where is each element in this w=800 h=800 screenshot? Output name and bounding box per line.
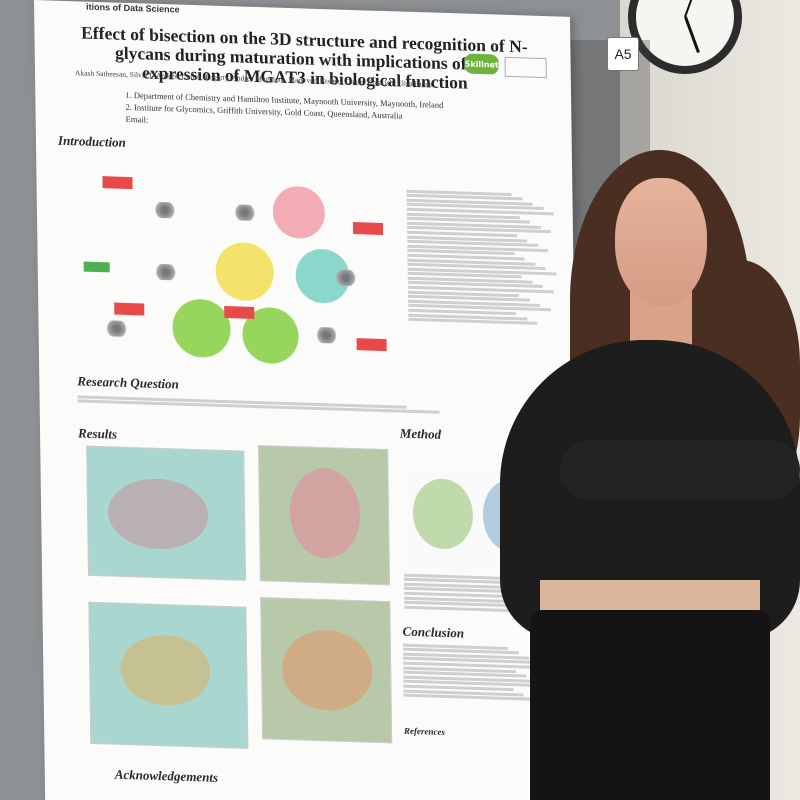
university-logo <box>504 56 547 79</box>
clock-minute-hand <box>684 0 701 18</box>
crossed-arms <box>560 440 800 500</box>
results-figure-3 <box>88 601 249 749</box>
research-question-text <box>77 393 547 424</box>
section-results: Results <box>77 425 118 442</box>
glycan-structure <box>314 326 339 344</box>
glycan-structure <box>104 320 129 338</box>
black-jeans <box>530 610 770 800</box>
poster-board-label: A5 <box>607 37 639 71</box>
glycan-structure <box>232 204 257 222</box>
yellow-circle <box>215 241 275 302</box>
section-references: References <box>403 725 446 737</box>
green-circle-left <box>172 298 231 359</box>
red-label-box <box>102 176 133 190</box>
results-figure-4 <box>260 597 393 744</box>
red-label-box <box>224 306 255 319</box>
skillnet-logo: Skillnet <box>464 53 499 75</box>
pink-circle <box>272 185 326 240</box>
poster-affiliations: 1. Department of Chemistry and Hamilton … <box>125 89 535 138</box>
results-figure-2 <box>258 445 390 586</box>
ligand-overlay <box>119 633 211 707</box>
presenter <box>500 140 800 800</box>
section-acknowledgements: Acknowledgements <box>114 766 219 785</box>
red-label-box <box>356 338 387 352</box>
institution-header: itions of Data Science <box>85 1 180 15</box>
glycan-model <box>412 477 474 550</box>
green-label-box <box>83 261 110 273</box>
section-introduction: Introduction <box>57 132 126 150</box>
red-label-box <box>352 222 384 235</box>
section-research-question: Research Question <box>77 373 179 392</box>
clock-hour-hand <box>684 16 700 54</box>
red-label-box <box>114 302 145 316</box>
glycan-structure <box>153 263 178 281</box>
ligand-overlay <box>107 477 209 551</box>
ligand-overlay <box>289 467 361 560</box>
face <box>615 178 707 306</box>
results-figure-1 <box>86 445 246 581</box>
glycan-structure <box>333 269 358 287</box>
pathway-diagram <box>72 169 405 369</box>
section-conclusion: Conclusion <box>402 623 465 641</box>
section-method: Method <box>399 425 442 442</box>
glycan-structure <box>152 201 177 219</box>
ligand-overlay <box>281 628 373 712</box>
